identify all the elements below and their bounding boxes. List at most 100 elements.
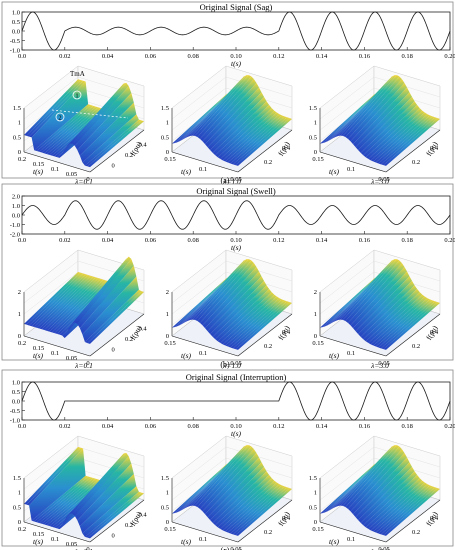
x-tick-label: 0.18 <box>402 237 413 244</box>
surface-strip <box>82 486 139 537</box>
z-tick-label: 1 <box>314 490 317 497</box>
panel-frame <box>1 1 454 179</box>
surface-strip <box>69 452 127 514</box>
surface-strip <box>26 272 84 326</box>
surface-strip <box>82 114 139 166</box>
surface-strip <box>380 301 438 350</box>
t-tick-label: 0.15 <box>312 340 323 347</box>
surface-strip <box>24 447 81 505</box>
y-tick-label: 0.0 <box>12 399 20 406</box>
surface-strip <box>373 114 430 163</box>
z-tick-label: 0 <box>314 333 317 340</box>
surface-strip <box>174 461 232 514</box>
surface-strip <box>383 118 440 166</box>
surface-strip <box>222 296 280 346</box>
t-tick-label: 0.1 <box>199 350 207 357</box>
t-tick-label: 0.15 <box>164 340 175 347</box>
surface-strip <box>82 276 139 342</box>
y-tick-label: 0.0 <box>12 29 20 36</box>
surface-strip <box>342 75 400 138</box>
lambda-label: λ=1.0 <box>222 547 241 550</box>
surface-strip <box>187 76 244 138</box>
surface-strip <box>44 479 101 526</box>
t-tick-label: 0.1 <box>51 166 59 173</box>
grid-line <box>319 260 375 304</box>
surface-strip <box>172 93 229 144</box>
t-tick-label: 0.15 <box>33 531 44 538</box>
axis-f <box>237 313 293 357</box>
y-tick-label: 0.5 <box>12 19 20 26</box>
surface-plot-3: 1.510.500.150.10.050.20.4t(s)f(pu)λ=3.0 <box>309 65 441 186</box>
surface-strip <box>368 294 425 345</box>
surface-strip <box>26 447 84 506</box>
surface-strip <box>220 294 277 345</box>
surface-strip <box>353 87 410 148</box>
surface-strip <box>84 289 142 344</box>
surface-strip <box>345 76 402 139</box>
lambda-label: λ=3.0 <box>370 177 389 186</box>
surface-strip <box>220 110 277 161</box>
x-tick-label: 0.04 <box>102 237 114 244</box>
z-tick-label: 0.5 <box>309 134 317 141</box>
mark-1-label: 1 <box>76 94 79 100</box>
surface-strip <box>215 475 272 528</box>
surface-strip <box>365 108 423 159</box>
surface-strip <box>194 75 252 138</box>
grid-line <box>171 260 227 304</box>
grid-line <box>171 76 227 120</box>
z-tick-label: 1 <box>18 120 21 127</box>
surface-strip <box>210 97 267 153</box>
t-tick-label: 0 <box>86 360 89 367</box>
x-axis-label: t(s) <box>231 59 242 68</box>
surface-strip <box>210 281 267 337</box>
surface-strip <box>174 275 232 328</box>
surface-strip <box>222 482 280 532</box>
grid-line <box>319 457 375 501</box>
surface-strip <box>39 105 96 153</box>
surface-strip <box>350 82 407 145</box>
surface-strip <box>353 271 410 332</box>
surface-strip <box>358 281 415 337</box>
z-tick-label: 1.5 <box>161 475 169 482</box>
surface-strip <box>31 81 89 151</box>
z-tick-label: 0.5 <box>161 134 169 141</box>
surface-strip <box>365 292 423 343</box>
t-tick-label: 0.05 <box>230 546 241 550</box>
surface-strip <box>87 291 144 344</box>
f-tick-label: 0.4 <box>282 145 291 152</box>
surface-strip <box>227 115 285 164</box>
z-tick-label: 0 <box>314 149 317 156</box>
f-tick-label: 0.4 <box>282 515 291 522</box>
x-tick-label: 0.16 <box>359 53 371 60</box>
surface-plot-2: 1.510.500.150.10.050.20.4t(s)f(pu)λ=1.0 <box>161 65 293 186</box>
lambda-label: λ=1.0 <box>222 361 241 370</box>
axis-t <box>319 521 387 543</box>
x-tick-label: 0.14 <box>316 53 328 60</box>
x-tick-label: 0.08 <box>188 53 199 60</box>
x-tick-label: 0.06 <box>145 53 157 60</box>
surface-strip <box>187 260 244 322</box>
surface-strip <box>24 79 81 136</box>
surface-strip <box>46 108 104 155</box>
z-tick-label: 1 <box>18 311 21 318</box>
grid-line <box>23 260 79 304</box>
z-tick-label: 2 <box>18 289 21 296</box>
surface-strip <box>199 263 257 326</box>
x-axis-label: t(s) <box>231 429 242 438</box>
surface-strip <box>217 292 275 343</box>
z-tick-label: 0 <box>18 333 21 340</box>
axis-f <box>385 499 441 543</box>
grid-line <box>23 446 79 490</box>
surface-strip <box>370 482 428 532</box>
signal-title: Original Signal (Sag) <box>200 2 273 12</box>
surface-strip <box>360 471 418 526</box>
surface-strip <box>380 117 438 166</box>
surface-strip <box>174 91 232 144</box>
surface-strip <box>192 75 249 136</box>
surface-strip <box>87 492 144 539</box>
surface-strip <box>373 484 430 533</box>
surface-strip <box>347 263 405 326</box>
grid-line <box>225 76 293 98</box>
